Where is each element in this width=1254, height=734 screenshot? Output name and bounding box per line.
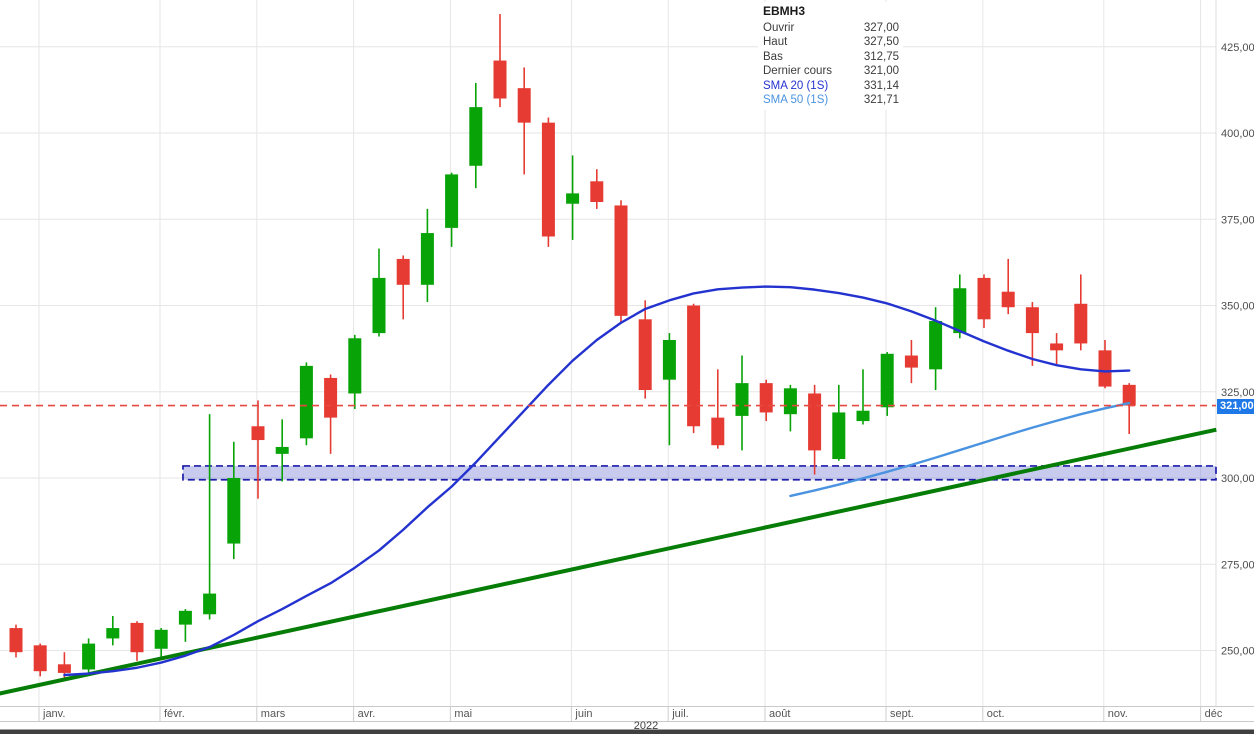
candle-body-30 (735, 383, 749, 416)
sma20-label: SMA 20 (1S) (763, 79, 829, 92)
candle-body-12 (299, 365, 313, 439)
candle-body-3 (82, 643, 96, 670)
candle-body-26 (638, 319, 652, 391)
candle-body-7 (178, 610, 192, 625)
candle-body-27 (662, 340, 676, 380)
sma50-label: SMA 50 (1S) (763, 94, 829, 107)
last-label: Dernier cours (763, 65, 833, 78)
last-value: 321,00 (863, 65, 899, 78)
candle-body-20 (493, 60, 507, 99)
x-axis-label-mars: mars (261, 708, 286, 720)
candle-body-21 (517, 88, 531, 123)
legend-row-sma20: SMA 20 (1S) 331,14 (763, 79, 899, 93)
y-axis-label-325: 325,00 (1221, 387, 1254, 399)
x-axis-label-août: août (769, 708, 790, 720)
candle-body-43 (1050, 343, 1064, 351)
y-axis-label-275: 275,00 (1221, 559, 1254, 571)
candle-body-32 (783, 388, 797, 415)
low-label: Bas (763, 50, 783, 63)
y-axis-label-250: 250,00 (1221, 646, 1254, 658)
bottom-scrollbar (0, 729, 1254, 734)
high-value: 327,50 (863, 36, 899, 49)
candle-body-13 (324, 377, 338, 418)
candle-body-39 (953, 288, 967, 334)
sma20-value: 331,14 (863, 79, 899, 92)
open-label: Ouvrir (763, 22, 795, 34)
sma50-line (789, 401, 1131, 498)
candle-body-41 (1001, 291, 1015, 308)
candle-body-6 (154, 629, 168, 649)
candle-body-23 (566, 193, 580, 204)
x-axis-label-janv.: janv. (42, 708, 65, 720)
candle-body-42 (1025, 307, 1039, 334)
candle-body-36 (880, 353, 894, 408)
legend-row-low: Bas 312,75 (763, 50, 899, 64)
y-axis-label-350: 350,00 (1221, 301, 1254, 313)
candle-body-35 (856, 410, 870, 422)
candle-body-34 (832, 412, 846, 460)
x-axis-label-oct.: oct. (987, 708, 1005, 720)
x-axis-label-juil.: juil. (671, 708, 689, 720)
legend-row-open: Ouvrir 327,00 (763, 21, 899, 35)
last-price-axis-label: 321,00 (1217, 399, 1254, 414)
y-axis-label-425: 425,00 (1221, 42, 1254, 54)
open-value: 327,00 (863, 22, 899, 34)
y-axis-label-300: 300,00 (1221, 473, 1254, 485)
instrument-legend: EBMH3 Ouvrir 327,00 Haut 327,50 Bas 312,… (758, 2, 903, 111)
candle-body-24 (590, 181, 604, 202)
x-axis-label-févr.: févr. (164, 708, 185, 720)
candle-body-17 (420, 233, 434, 285)
sma20-line (63, 285, 1131, 677)
candle-body-14 (348, 338, 362, 394)
candle-body-37 (904, 355, 918, 368)
x-axis-label-nov.: nov. (1108, 708, 1128, 720)
candle-body-11 (275, 446, 289, 454)
x-axis-label-mai: mai (454, 708, 472, 720)
candle-body-28 (687, 305, 701, 427)
y-axis-label-375: 375,00 (1221, 214, 1254, 226)
candle-body-38 (929, 321, 943, 370)
support-zone (182, 465, 1217, 481)
x-axis-label-juin: juin (574, 708, 592, 720)
low-value: 312,75 (863, 50, 899, 63)
candle-body-5 (130, 622, 144, 653)
legend-row-last: Dernier cours 321,00 (763, 64, 899, 78)
legend-row-sma50: SMA 50 (1S) 321,71 (763, 93, 899, 107)
candle-body-10 (251, 426, 265, 441)
candle-body-46 (1122, 384, 1136, 406)
candle-body-44 (1074, 303, 1088, 344)
x-axis-label-déc: déc (1205, 708, 1223, 720)
sma50-value: 321,71 (863, 94, 899, 107)
candle-body-33 (808, 393, 822, 451)
x-axis-label-avr.: avr. (358, 708, 376, 720)
candle-body-40 (977, 277, 991, 320)
legend-row-high: Haut 327,50 (763, 35, 899, 49)
high-label: Haut (763, 36, 788, 49)
candle-body-1 (33, 645, 47, 672)
candle-body-31 (759, 383, 773, 413)
candle-body-2 (57, 664, 71, 673)
x-axis-year-label: 2022 (634, 720, 658, 732)
candle-body-16 (396, 258, 410, 285)
candle-body-18 (445, 174, 459, 228)
y-axis-label-400: 400,00 (1221, 128, 1254, 140)
candle-body-29 (711, 417, 725, 446)
candle-body-0 (9, 628, 23, 653)
candle-body-22 (541, 122, 555, 237)
candle-body-9 (227, 478, 241, 544)
candle-body-45 (1098, 350, 1112, 387)
candle-body-19 (469, 107, 483, 166)
candle-body-4 (106, 628, 120, 639)
x-axis-label-sept.: sept. (890, 708, 914, 720)
candle-body-25 (614, 205, 628, 316)
instrument-symbol: EBMH3 (763, 4, 806, 18)
candle-body-15 (372, 277, 386, 334)
candle-body-8 (203, 593, 217, 615)
